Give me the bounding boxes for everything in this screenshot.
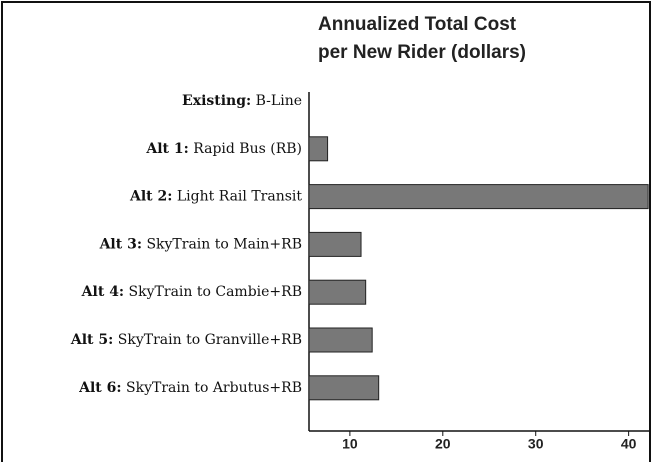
bar: [308, 231, 362, 257]
y-tick-label: Alt 2: Light Rail Transit: [129, 189, 302, 205]
chart-title: Annualized Total Cost: [318, 14, 517, 35]
y-tick-label: Alt 1: Rapid Bus (RB): [145, 141, 302, 157]
bar: [308, 136, 329, 162]
bar: [308, 279, 367, 305]
y-tick-label: Alt 3: SkyTrain to Main+RB: [99, 236, 302, 252]
y-tick-label: Alt 5: SkyTrain to Granville+RB: [70, 332, 302, 348]
bar: [308, 184, 649, 210]
bar: [308, 375, 380, 401]
y-tick-label: Existing: B-Line: [182, 93, 302, 109]
y-tick-label: Alt 4: SkyTrain to Cambie+RB: [81, 284, 302, 300]
x-tick-label: 20: [435, 436, 451, 452]
x-tick-label: 30: [528, 436, 544, 452]
x-tick-label: 40: [621, 436, 637, 452]
x-tick-label: 10: [342, 436, 358, 452]
bar: [308, 327, 373, 353]
chart-title: per New Rider (dollars): [318, 42, 526, 63]
y-tick-label: Alt 6: SkyTrain to Arbutus+RB: [78, 380, 302, 396]
